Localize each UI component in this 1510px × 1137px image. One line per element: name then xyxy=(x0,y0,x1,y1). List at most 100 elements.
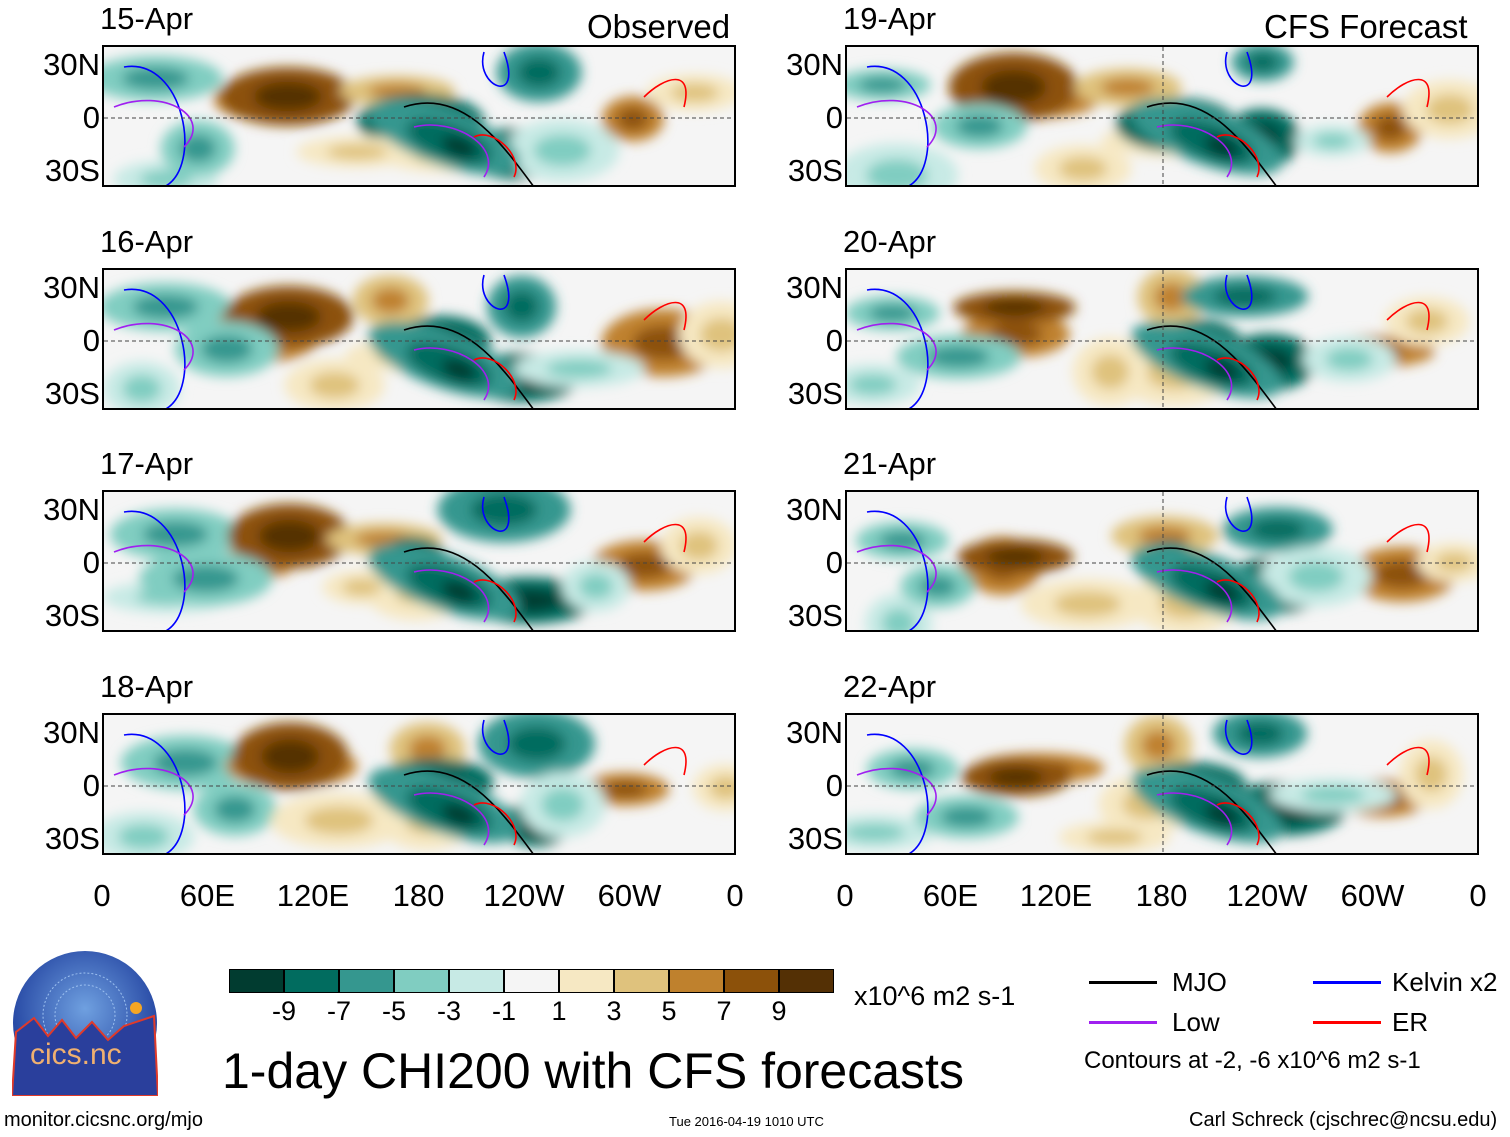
anomaly-shading xyxy=(153,749,218,777)
wave-contour xyxy=(473,579,517,623)
footer-author[interactable]: Carl Schreck (cjschrec@ncsu.edu) xyxy=(1189,1109,1498,1131)
anomaly-shading xyxy=(927,345,990,368)
anomaly-shading xyxy=(1374,560,1430,589)
legend-er-line xyxy=(1313,1021,1381,1024)
anomaly-shading xyxy=(142,521,209,548)
lon-label: 0 xyxy=(836,878,854,913)
wave-contour xyxy=(113,322,194,371)
panel-date: 17-Apr xyxy=(100,446,194,481)
panel-date: 15-Apr xyxy=(100,1,194,36)
lat-label: 0 xyxy=(825,323,843,358)
wave-contour xyxy=(1146,325,1277,408)
legend-kelvin-line xyxy=(1313,981,1381,984)
wave-contour xyxy=(403,325,534,408)
wave-contour xyxy=(1146,102,1277,185)
lat-label: 30N xyxy=(43,715,100,750)
wave-contour xyxy=(1224,51,1253,87)
colorbar-label: -9 xyxy=(271,996,297,1026)
colorbar-swatch xyxy=(669,969,724,993)
forecast-header: CFS Forecast xyxy=(1264,8,1468,45)
colorbar-swatch xyxy=(339,969,394,993)
lon-label: 0 xyxy=(93,878,111,913)
wave-contour xyxy=(403,547,534,630)
legend-low-line xyxy=(1089,1021,1157,1024)
wave-contour xyxy=(1216,579,1260,623)
colorbar-label: -3 xyxy=(436,996,462,1026)
wave-contour xyxy=(1146,547,1277,630)
anomaly-shading xyxy=(881,608,916,630)
lat-label: 0 xyxy=(82,768,100,803)
legend-mjo: MJO xyxy=(1172,967,1227,997)
anomaly-shading xyxy=(261,739,320,774)
lon-label: 120W xyxy=(1226,878,1308,913)
lat-label: 0 xyxy=(82,100,100,135)
colorbar-swatch xyxy=(614,969,669,993)
wave-contour xyxy=(1146,770,1277,853)
wave-contour xyxy=(1386,301,1430,331)
colorbar-label: -1 xyxy=(491,996,517,1026)
wave-contour xyxy=(1216,357,1260,401)
wave-contour xyxy=(866,510,929,630)
wave-contour xyxy=(473,134,517,178)
anomaly-shading xyxy=(603,781,648,798)
anomaly-shading xyxy=(1405,309,1449,334)
anomaly-shading xyxy=(1435,552,1473,573)
wave-contour xyxy=(856,322,937,371)
wave-contour xyxy=(1386,78,1430,108)
lat-label: 30S xyxy=(787,153,843,188)
anomaly-shading xyxy=(1054,591,1121,617)
anomaly-shading xyxy=(1137,525,1192,546)
anomaly-shading xyxy=(546,359,613,378)
wave-contour xyxy=(481,274,510,310)
lon-label: 0 xyxy=(726,878,744,913)
colorbar-label: 7 xyxy=(716,996,732,1026)
wave-contour xyxy=(1224,496,1253,532)
logo-text: cics.nc xyxy=(30,1038,122,1071)
wave-contour xyxy=(1216,134,1260,178)
anomaly-shading xyxy=(118,824,169,849)
wave-contour xyxy=(856,544,937,593)
anomaly-shading xyxy=(1204,803,1240,827)
map-panel xyxy=(845,490,1479,632)
anomaly-shading xyxy=(441,580,477,604)
wave-contour xyxy=(1156,124,1233,178)
anomaly-shading xyxy=(200,335,253,363)
anomaly-shading xyxy=(1154,282,1189,312)
lat-label: 30N xyxy=(786,492,843,527)
anomaly-shading xyxy=(122,375,161,403)
cics-logo: cics.nc xyxy=(10,950,160,1097)
colorbar-label: 1 xyxy=(551,996,567,1026)
anomaly-shading xyxy=(1141,730,1176,761)
anomaly-shading xyxy=(214,795,256,823)
lat-label: 30S xyxy=(44,821,100,856)
anomaly-shading xyxy=(988,322,1043,346)
wave-contour xyxy=(1156,347,1233,401)
lat-label: 30N xyxy=(786,715,843,750)
anomaly-shading xyxy=(1426,94,1474,125)
map-panel xyxy=(845,268,1479,410)
wave-contour xyxy=(481,51,510,87)
lat-label: 30N xyxy=(43,492,100,527)
wave-contour xyxy=(643,523,687,553)
wave-contour xyxy=(866,65,929,185)
anomaly-shading xyxy=(940,806,993,828)
lat-label: 30S xyxy=(44,376,100,411)
map-panel xyxy=(102,268,736,410)
lat-label: 0 xyxy=(825,545,843,580)
anomaly-shading xyxy=(441,135,477,159)
lat-label: 0 xyxy=(825,768,843,803)
colorbar-swatch xyxy=(394,969,449,993)
anomaly-shading xyxy=(858,76,907,93)
anomaly-shading xyxy=(1204,358,1240,382)
anomaly-shading xyxy=(256,301,321,333)
colorbar-label: -7 xyxy=(326,996,352,1026)
wave-contour xyxy=(643,746,687,776)
wave-contour xyxy=(1386,746,1430,776)
anomaly-shading xyxy=(1414,757,1448,792)
lat-label: 30S xyxy=(787,821,843,856)
anomaly-shading xyxy=(866,159,928,185)
wave-contour xyxy=(123,288,186,408)
lat-label: 30N xyxy=(43,47,100,82)
wave-contour xyxy=(413,792,490,846)
footer-url[interactable]: monitor.cicsnc.org/mjo xyxy=(4,1109,203,1131)
